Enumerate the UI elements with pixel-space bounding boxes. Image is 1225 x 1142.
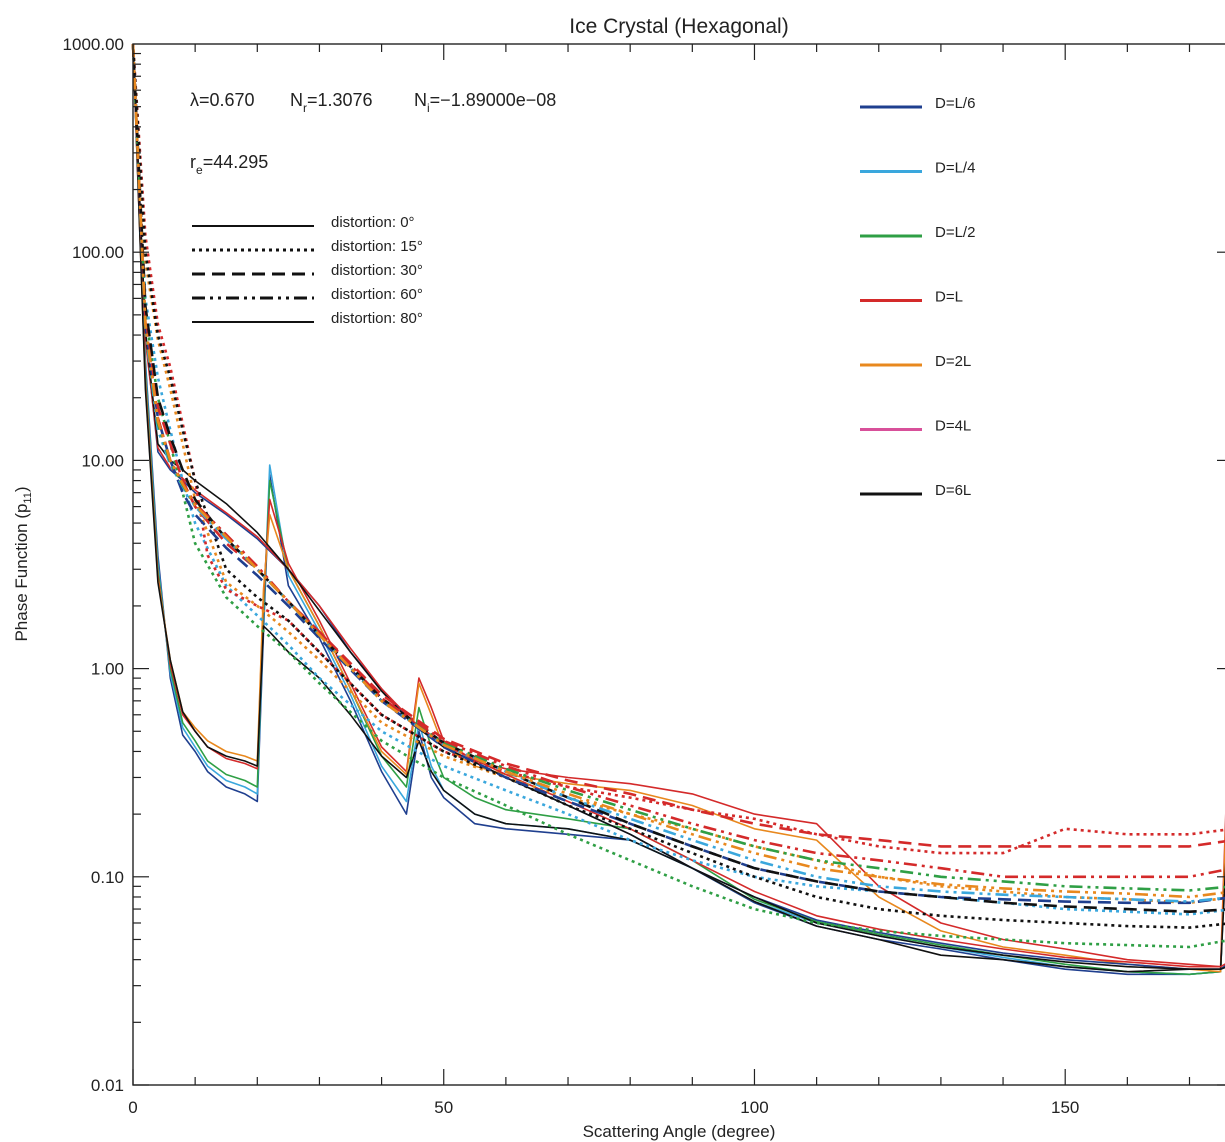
y-tick-label: 10.00 [81,451,124,470]
ni-base: N [414,90,427,110]
size-legend-label: D=L/2 [935,224,975,241]
series-line [132,43,1225,976]
reff-base: r [190,152,196,172]
distortion-legend-label: distortion: 60° [331,286,423,303]
nr-sub: r [303,101,307,115]
series-line [131,43,1225,879]
series-line [131,43,1225,929]
series-line [131,43,1225,905]
x-tick-label: 0 [128,1098,137,1117]
reff-label: re=44.295 [190,152,268,177]
ni-val: =−1.89000e−08 [430,90,557,110]
y-ticks: 0.01 0.10 1.00 10.00 100.00 1000.00 [63,35,1225,1095]
size-legend-label: D=2L [935,353,971,370]
y-tick-label: 1000.00 [63,35,124,54]
x-tick-label: 150 [1051,1098,1079,1117]
distortion-legend-label: distortion: 15° [331,238,423,255]
x-axis-label: Scattering Angle (degree) [583,1122,776,1141]
series-line [132,43,1225,976]
x-tick-label: 50 [434,1098,453,1117]
lambda-label: λ=0.670 [190,90,255,110]
ni-label: Ni=−1.89000e−08 [414,90,556,115]
x-tick-label: 100 [740,1098,768,1117]
series-line [132,43,1225,973]
distortion-legend-label: distortion: 80° [331,310,423,327]
series-line [131,43,1225,949]
nr-base: N [290,90,303,110]
plot-frame [132,43,1225,1086]
series-line [132,43,1225,976]
size-legend-label: D=6L [935,482,971,499]
y-tick-label: 0.01 [91,1076,124,1095]
distortion-legend: distortion: 0° distortion: 15° distortion:… [192,214,423,327]
series-layer [131,43,1225,976]
y-tick-label: 1.00 [91,660,124,679]
series-line [131,43,1225,899]
size-legend: D=L/6 D=L/4 D=L/2 D=L D=2L D=4L D=6L [860,95,975,499]
series-line [132,43,1225,973]
y-axis-label-close: ) [12,486,31,492]
nr-label: Nr=1.3076 [290,90,373,115]
series-line [131,43,1225,905]
distortion-legend-label: distortion: 0° [331,214,415,231]
series-line [132,43,1225,968]
size-legend-label: D=L/4 [935,160,975,177]
distortion-legend-label: distortion: 30° [331,262,423,279]
y-tick-label: 100.00 [72,243,124,262]
nr-val: =1.3076 [307,90,373,110]
annotation-params: λ=0.670 Nr=1.3076 Ni=−1.89000e−08 re=44.… [190,90,556,177]
y-axis-label-sub: 11 [22,492,34,503]
chart-title: Ice Crystal (Hexagonal) [569,15,788,38]
series-line [131,43,1225,903]
size-legend-label: D=4L [935,418,971,435]
series-line [131,43,1225,848]
x-ticks: 0 50 100 150 [128,44,1191,1117]
series-line [131,43,1225,892]
y-tick-label: 0.10 [91,868,124,887]
size-legend-label: D=L [935,289,963,306]
series-line [131,43,1225,916]
ni-sub: i [427,101,430,115]
reff-sub: e [196,163,203,177]
reff-val: =44.295 [203,152,269,172]
y-axis-label-main: Phase Function (p [12,504,31,642]
y-axis-label: Phase Function (p11) [12,486,34,641]
series-line [131,43,1225,855]
series-line [132,43,1225,968]
series-line [131,43,1225,914]
size-legend-label: D=L/6 [935,95,975,112]
